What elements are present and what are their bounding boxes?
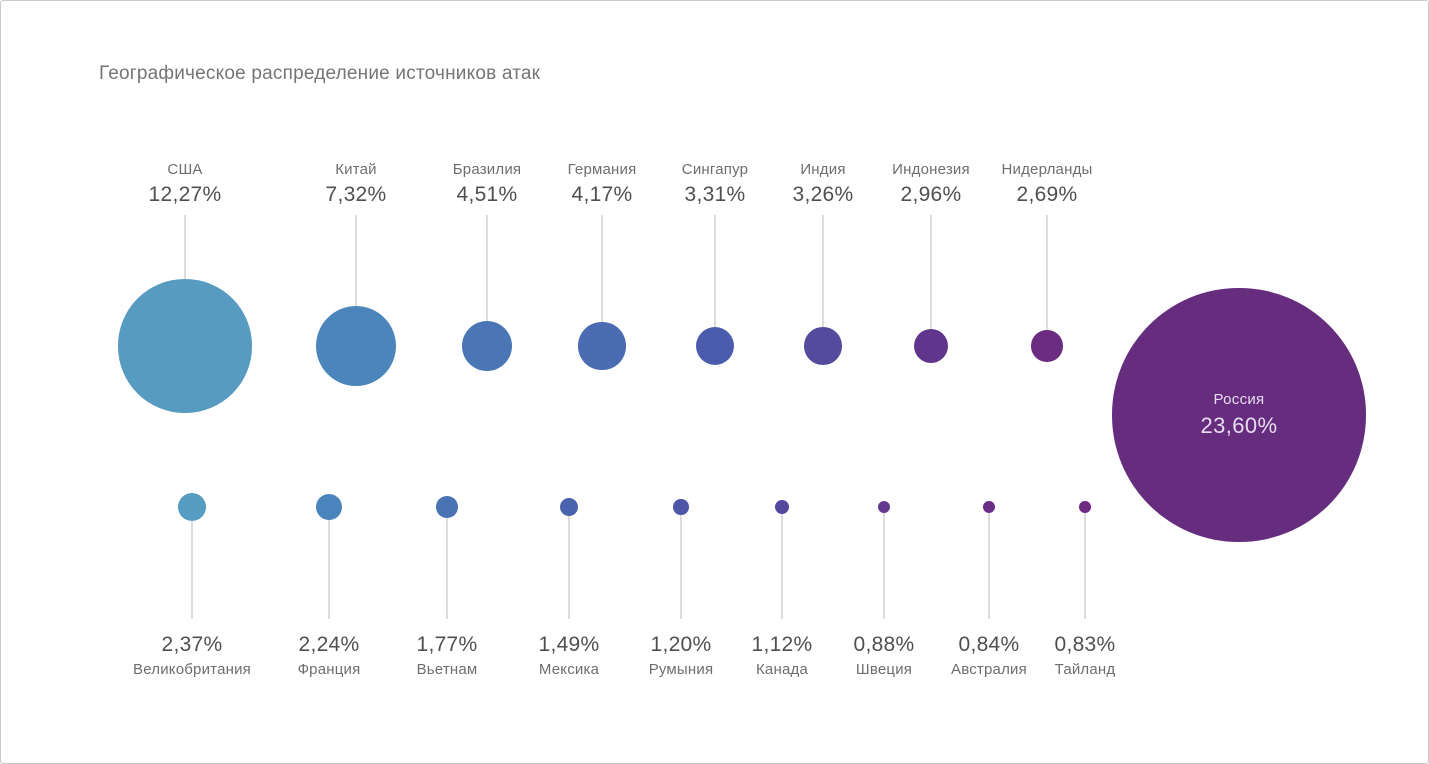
country-label: Китай <box>335 161 377 178</box>
connector-line <box>1084 512 1086 619</box>
top-label-group: США 12,27% <box>100 159 270 209</box>
bubble <box>1031 330 1063 362</box>
bottom-label-group: 0,84% Австралия <box>904 631 1074 681</box>
connector-line <box>184 215 186 280</box>
bottom-label-group: 1,12% Канада <box>697 631 867 681</box>
country-label: Индонезия <box>892 161 970 178</box>
bubble <box>673 499 689 515</box>
bubble <box>315 305 397 387</box>
country-label: Канада <box>755 661 808 678</box>
country-label: Бразилия <box>452 161 522 178</box>
bottom-label-group: 2,37% Великобритания <box>107 631 277 681</box>
bubble <box>578 322 626 370</box>
connector-line <box>328 520 330 619</box>
percent-label: 4,17% <box>571 183 633 206</box>
percent-label: 3,31% <box>684 183 746 206</box>
percent-label: 4,51% <box>456 183 518 206</box>
bubble-inner-label: Россия 23,60% <box>1112 288 1365 541</box>
bubble <box>315 493 343 521</box>
connector-line <box>714 215 716 327</box>
connector-line <box>601 215 603 323</box>
country-label: Австралия <box>951 661 1027 678</box>
connector-line <box>191 521 193 619</box>
bubble <box>559 497 579 517</box>
bubble <box>877 500 891 514</box>
country-label: США <box>167 161 203 178</box>
country-label: Швеция <box>855 661 913 678</box>
bubble <box>177 492 207 522</box>
country-label: Великобритания <box>133 661 251 678</box>
bubble <box>461 320 513 372</box>
country-label: Индия <box>800 161 846 178</box>
top-label-group: Нидерланды 2,69% <box>962 159 1132 209</box>
bubble <box>1079 501 1091 513</box>
bubble <box>913 328 949 364</box>
percent-label: 2,69% <box>1016 183 1078 206</box>
connector-line <box>568 516 570 619</box>
connector-line <box>988 512 990 619</box>
percent-label: 2,96% <box>900 183 962 206</box>
connector-line <box>355 215 357 306</box>
top-label-group: Индонезия 2,96% <box>846 159 1016 209</box>
percent-label: 0,83% <box>1054 633 1116 656</box>
percent-label: 0,88% <box>853 633 915 656</box>
top-label-group: Китай 7,32% <box>271 159 441 209</box>
bottom-label-group: 0,83% Тайланд <box>1000 631 1170 681</box>
connector-line <box>486 215 488 321</box>
connector-line <box>781 514 783 619</box>
country-label: Россия <box>1213 390 1265 408</box>
top-label-group: Бразилия 4,51% <box>402 159 572 209</box>
bottom-label-group: 1,77% Вьетнам <box>362 631 532 681</box>
bottom-label-group: 1,20% Румыния <box>596 631 766 681</box>
country-label: Тайланд <box>1054 661 1116 678</box>
bottom-label-group: 2,24% Франция <box>244 631 414 681</box>
percent-label: 3,26% <box>792 183 854 206</box>
connector-line <box>930 215 932 329</box>
connector-line <box>1046 215 1048 331</box>
top-label-group: Германия 4,17% <box>517 159 687 209</box>
connector-line <box>446 517 448 619</box>
country-label: Франция <box>297 661 361 678</box>
percent-label: 2,24% <box>298 633 360 656</box>
bottom-label-group: 0,88% Швеция <box>799 631 969 681</box>
percent-label: 2,37% <box>161 633 223 656</box>
connector-line <box>883 513 885 619</box>
bottom-label-group: 1,49% Мексика <box>484 631 654 681</box>
bubble <box>983 501 995 513</box>
chart-title: Географическое распределение источников … <box>99 63 541 84</box>
percent-label: 1,77% <box>416 633 478 656</box>
percent-label: 1,20% <box>650 633 712 656</box>
bubble <box>436 496 458 518</box>
bubble <box>774 499 790 515</box>
top-label-group: Сингапур 3,31% <box>630 159 800 209</box>
percent-label: 7,32% <box>325 183 387 206</box>
connector-line <box>822 215 824 328</box>
country-label: Румыния <box>648 661 714 678</box>
percent-label: 12,27% <box>148 183 222 206</box>
bubble <box>695 326 735 366</box>
bubble <box>118 279 252 413</box>
country-label: Нидерланды <box>1001 161 1093 178</box>
bubble-highlight: Россия 23,60% <box>1112 288 1366 542</box>
percent-label: 1,12% <box>751 633 813 656</box>
country-label: Вьетнам <box>416 661 478 678</box>
connector-line <box>680 514 682 619</box>
percent-label: 0,84% <box>958 633 1020 656</box>
country-label: Мексика <box>538 661 600 678</box>
percent-label: 23,60% <box>1200 412 1278 438</box>
top-label-group: Индия 3,26% <box>738 159 908 209</box>
country-label: Германия <box>567 161 637 178</box>
bubble <box>804 327 842 365</box>
percent-label: 1,49% <box>538 633 600 656</box>
country-label: Сингапур <box>681 161 749 178</box>
